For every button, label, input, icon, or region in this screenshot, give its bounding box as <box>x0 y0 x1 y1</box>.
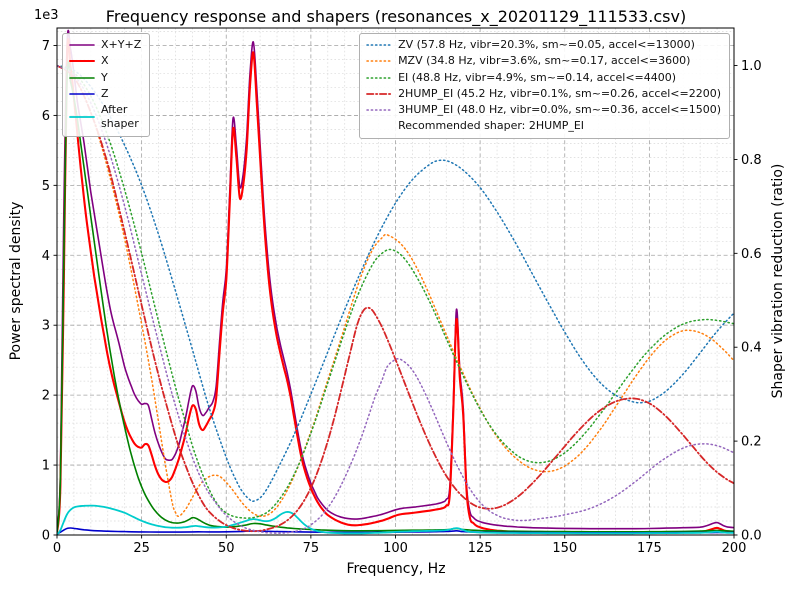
legend-entry: ZV (57.8 Hz, vibr=20.3%, sm~=0.05, accel… <box>366 38 721 52</box>
legend-entry-label: 2HUMP_EI (45.2 Hz, vibr=0.1%, sm~=0.26, … <box>398 86 721 100</box>
y-right-tick-label: 1.0 <box>741 59 762 74</box>
legend-entry-label: 3HUMP_EI (48.0 Hz, vibr=0.0%, sm~=0.36, … <box>398 103 721 117</box>
legend-line-sample-icon <box>366 93 392 95</box>
x-tick-label: 125 <box>468 541 493 556</box>
legend-entry: After shaper <box>69 103 141 132</box>
tick-labels: 0 25 50 75 100 125 150 175 200 0 1 2 3 4 5 6 7 0.0 0.2 0.4 0… <box>42 39 762 556</box>
legend-entry-label: Y <box>101 70 108 84</box>
x-tick-label: 0 <box>53 541 61 556</box>
legend-entry: X+Y+Z <box>69 38 141 52</box>
series-ei <box>57 64 734 519</box>
series-y <box>57 60 734 534</box>
legend-line-sample-icon <box>366 109 392 112</box>
legend-line-sample-icon <box>69 93 95 95</box>
series-3hump-ei <box>57 64 734 534</box>
y-axis-offset-text: 1e3 <box>34 8 59 23</box>
legend-entry-label: After shaper <box>101 103 139 131</box>
x-tick-label: 75 <box>303 541 320 556</box>
x-tick-label: 200 <box>722 541 747 556</box>
y-right-tick-label: 0.0 <box>741 529 762 544</box>
legend-entry: 2HUMP_EI (45.2 Hz, vibr=0.1%, sm~=0.26, … <box>366 87 721 101</box>
y-right-tick-label: 0.2 <box>741 435 762 450</box>
legend-entry: MZV (34.8 Hz, vibr=3.6%, sm~=0.17, accel… <box>366 54 721 68</box>
x-tick-label: 25 <box>133 541 150 556</box>
legend-line-sample-icon <box>69 116 95 119</box>
legend-entry: Y <box>69 71 141 85</box>
legend-psd: X+Y+Z X Y Z After shaper <box>62 33 151 137</box>
series-zv <box>57 64 734 503</box>
series-after-shaper <box>57 504 734 535</box>
legend-entry: Z <box>69 87 141 101</box>
y-left-tick-label: 1 <box>42 459 50 474</box>
y-axis-label-right: Shaper vibration reduction (ratio) <box>770 163 786 399</box>
chart-title: Frequency response and shapers (resonanc… <box>105 7 687 26</box>
x-tick-label: 150 <box>552 541 577 556</box>
legend-entry: EI (48.8 Hz, vibr=4.9%, sm~=0.14, accel<… <box>366 71 721 85</box>
legend-line-sample-icon <box>366 44 392 46</box>
y-left-tick-label: 3 <box>42 319 50 334</box>
y-right-tick-label: 0.6 <box>741 247 762 262</box>
legend-entry-label: X+Y+Z <box>101 38 142 51</box>
legend-entry-label: EI (48.8 Hz, vibr=4.9%, sm~=0.14, accel<… <box>398 70 677 84</box>
x-tick-label: 100 <box>383 541 408 556</box>
y-left-tick-label: 4 <box>42 249 50 264</box>
legend-entry-label: MZV (34.8 Hz, vibr=3.6%, sm~=0.17, accel… <box>398 54 691 68</box>
legend-line-sample-icon <box>366 76 392 79</box>
y-axis-label-left: Power spectral density <box>8 201 24 361</box>
legend-line-sample-icon <box>69 60 95 63</box>
y-right-tick-label: 0.4 <box>741 341 762 356</box>
legend-entry: X <box>69 54 141 68</box>
recommended-shaper-note: Recommended shaper: 2HUMP_EI <box>398 119 585 133</box>
y-left-tick-label: 6 <box>42 109 50 124</box>
legend-shapers: ZV (57.8 Hz, vibr=20.3%, sm~=0.05, accel… <box>359 33 730 139</box>
axis-ticks <box>53 45 738 539</box>
series-xyz <box>57 29 734 533</box>
legend-entry: 3HUMP_EI (48.0 Hz, vibr=0.0%, sm~=0.36, … <box>366 103 721 117</box>
y-left-tick-label: 2 <box>42 389 50 404</box>
series-x <box>57 38 734 534</box>
legend-line-sample-icon <box>366 60 392 63</box>
y-left-tick-label: 0 <box>42 529 50 544</box>
y-right-tick-label: 0.8 <box>741 153 762 168</box>
legend-line-sample-icon <box>69 76 95 79</box>
legend-entry-label: ZV (57.8 Hz, vibr=20.3%, sm~=0.05, accel… <box>398 38 695 51</box>
y-left-tick-label: 5 <box>42 179 50 194</box>
series-2hump-ei <box>57 64 734 533</box>
legend-line-sample-icon <box>69 44 95 46</box>
y-left-tick-label: 7 <box>42 39 50 54</box>
x-tick-label: 175 <box>637 541 662 556</box>
legend-entry-label: Z <box>101 86 109 100</box>
series-mzv <box>57 64 734 518</box>
legend-entry-label: X <box>101 54 109 68</box>
x-tick-label: 50 <box>218 541 235 556</box>
x-axis-label: Frequency, Hz <box>346 561 446 577</box>
